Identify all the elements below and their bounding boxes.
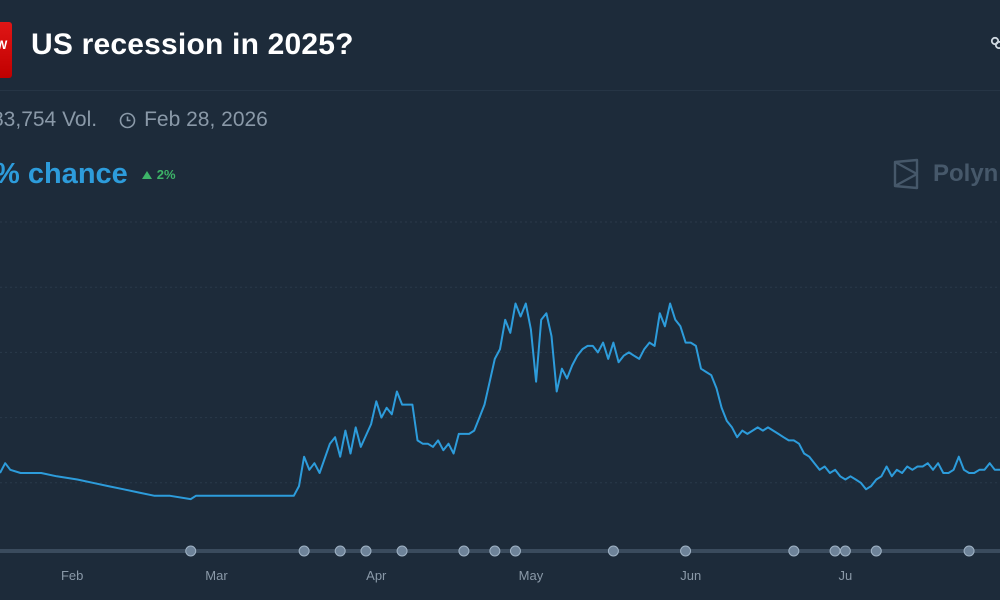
change-value: 2% bbox=[156, 167, 176, 182]
clock-icon bbox=[119, 112, 136, 128]
event-marker[interactable] bbox=[396, 545, 408, 557]
recession-thumbnail-icon: W bbox=[0, 38, 8, 52]
event-marker[interactable] bbox=[489, 545, 501, 557]
volume-text: 83,754 Vol. bbox=[0, 108, 98, 131]
event-marker[interactable] bbox=[829, 545, 841, 557]
event-marker[interactable] bbox=[963, 545, 975, 557]
event-marker[interactable] bbox=[839, 545, 851, 557]
x-tick-label: May bbox=[519, 568, 544, 583]
end-date-text: Feb 28, 2026 bbox=[144, 108, 268, 131]
x-tick-label: Jun bbox=[680, 568, 701, 583]
grid-lines bbox=[0, 221, 1000, 484]
header-divider bbox=[0, 90, 1000, 91]
odds-row: % chance 2% bbox=[0, 158, 176, 191]
market-thumbnail: W bbox=[0, 22, 12, 78]
brand-text: Polyn bbox=[933, 160, 999, 187]
chance-text: % chance bbox=[0, 158, 128, 190]
event-marker[interactable] bbox=[607, 545, 619, 557]
event-marker[interactable] bbox=[509, 545, 521, 557]
brand-watermark: Polyn bbox=[892, 158, 998, 190]
change-badge: 2% bbox=[141, 167, 176, 182]
x-tick-label: Apr bbox=[366, 568, 387, 583]
market-meta: 83,754 Vol. Feb 28, 2026 bbox=[0, 108, 268, 132]
x-axis-ticks: Feb Mar Apr May Jun Ju bbox=[61, 568, 852, 583]
market-title: US recession in 2025? bbox=[31, 28, 354, 61]
x-tick-label: Feb bbox=[61, 568, 83, 583]
event-markers bbox=[185, 545, 975, 557]
event-marker[interactable] bbox=[870, 545, 882, 557]
series-line-group bbox=[0, 302, 1000, 501]
event-marker[interactable] bbox=[360, 545, 372, 557]
event-marker[interactable] bbox=[334, 545, 346, 557]
x-tick-label: Ju bbox=[838, 568, 852, 583]
event-marker[interactable] bbox=[298, 545, 310, 557]
polymarket-logo-icon bbox=[893, 158, 919, 190]
x-tick-label: Mar bbox=[205, 568, 228, 583]
event-marker[interactable] bbox=[458, 545, 470, 557]
up-arrow-icon bbox=[141, 170, 152, 179]
event-marker[interactable] bbox=[788, 545, 800, 557]
series-line bbox=[0, 302, 1000, 501]
event-marker[interactable] bbox=[185, 545, 197, 557]
link-icon[interactable] bbox=[990, 36, 1000, 50]
event-marker[interactable] bbox=[680, 545, 692, 557]
